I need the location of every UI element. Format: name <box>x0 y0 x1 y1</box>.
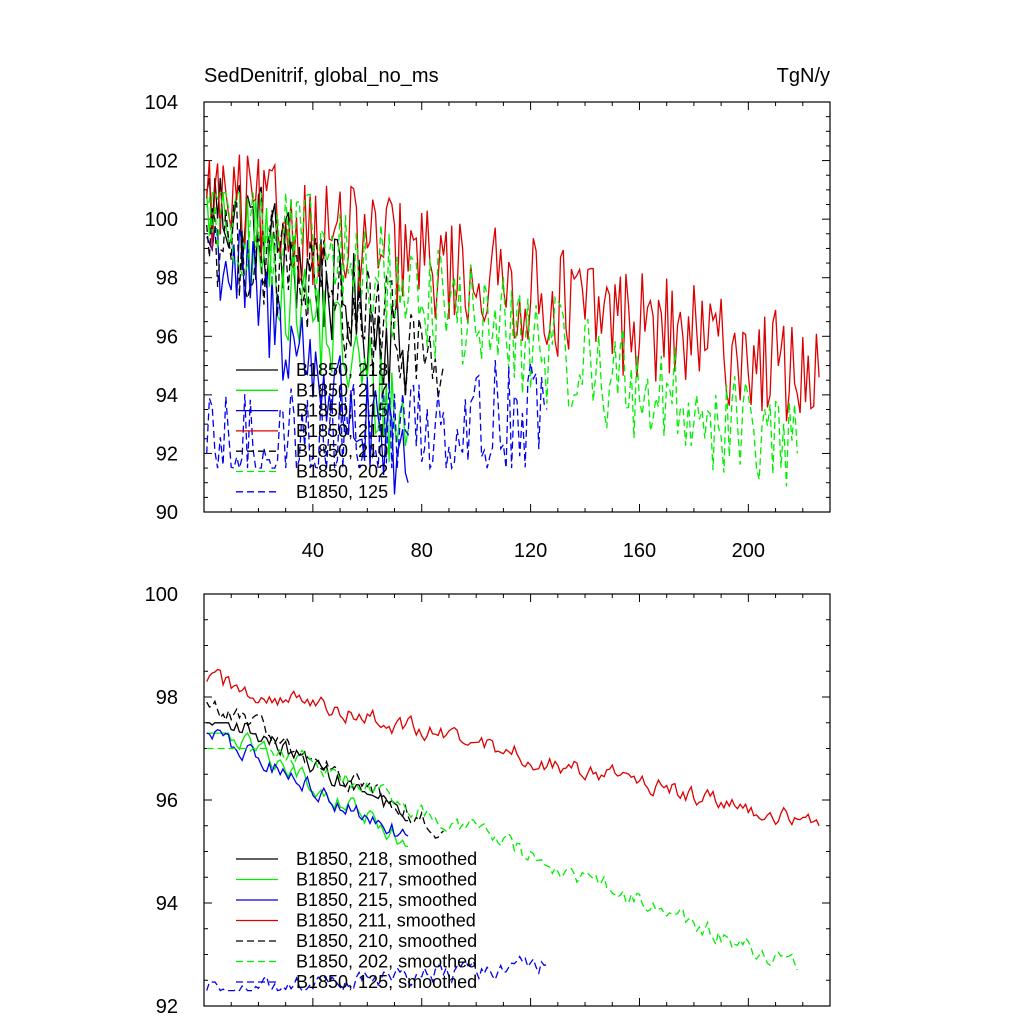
legend-entry: B1850, 202, smoothed <box>296 952 477 972</box>
series-line <box>206 668 820 827</box>
series-line <box>206 699 444 839</box>
y-tick-label: 94 <box>156 893 178 915</box>
y-tick-label: 92 <box>156 996 178 1018</box>
units-label: TgN/y <box>777 65 830 87</box>
legend-entry: B1850, 210, smoothed <box>296 931 477 951</box>
top-panel: 40 80 120 160 200 90 92 94 96 98 100 102 104 B1850, 2… <box>145 92 831 562</box>
legend-entry: B1850, 125 <box>296 482 388 502</box>
series-line <box>206 955 548 992</box>
legend-entry: B1850, 218 <box>296 360 388 380</box>
legend-entry: B1850, 211, smoothed <box>296 911 476 931</box>
series-line <box>206 721 409 822</box>
x-tick-label: 160 <box>623 540 656 562</box>
series-line <box>206 360 548 471</box>
y-tick-label: 98 <box>156 268 178 290</box>
x-tick-label: 120 <box>514 540 547 562</box>
legend-entry: B1850, 210 <box>296 441 388 461</box>
y-tick-label: 96 <box>156 790 178 812</box>
legend-entry: B1850, 125, smoothed <box>296 972 477 992</box>
series-line <box>206 732 409 848</box>
series-line <box>206 200 445 399</box>
y-tick-label: 104 <box>145 92 178 114</box>
y-tick-label: 90 <box>156 502 178 524</box>
legend-entry: B1850, 217 <box>296 380 388 400</box>
y-tick-label: 98 <box>156 687 178 709</box>
x-tick-label: 40 <box>302 540 324 562</box>
x-tick-label: 80 <box>411 540 433 562</box>
series-line <box>206 728 409 837</box>
y-tick-label: 102 <box>145 151 178 173</box>
x-tick-label: 200 <box>732 540 765 562</box>
y-tick-label: 94 <box>156 385 178 407</box>
y-tick-label: 92 <box>156 443 178 465</box>
series-line <box>206 226 409 495</box>
series-line <box>206 746 798 971</box>
legend-entry: B1850, 215, smoothed <box>296 890 477 910</box>
series-line <box>206 154 820 422</box>
y-tick-label: 96 <box>156 326 178 348</box>
legend-entry: B1850, 217, smoothed <box>296 870 477 890</box>
y-tick-label: 100 <box>145 209 178 231</box>
legend-entry: B1850, 218, smoothed <box>296 849 477 869</box>
chart-title: SedDenitrif, global_no_ms <box>204 65 439 87</box>
legend-entry: B1850, 211 <box>296 421 387 441</box>
legend-entry: B1850, 215 <box>296 401 388 421</box>
y-tick-label: 100 <box>145 584 178 606</box>
legend-entry: B1850, 202 <box>296 462 388 482</box>
